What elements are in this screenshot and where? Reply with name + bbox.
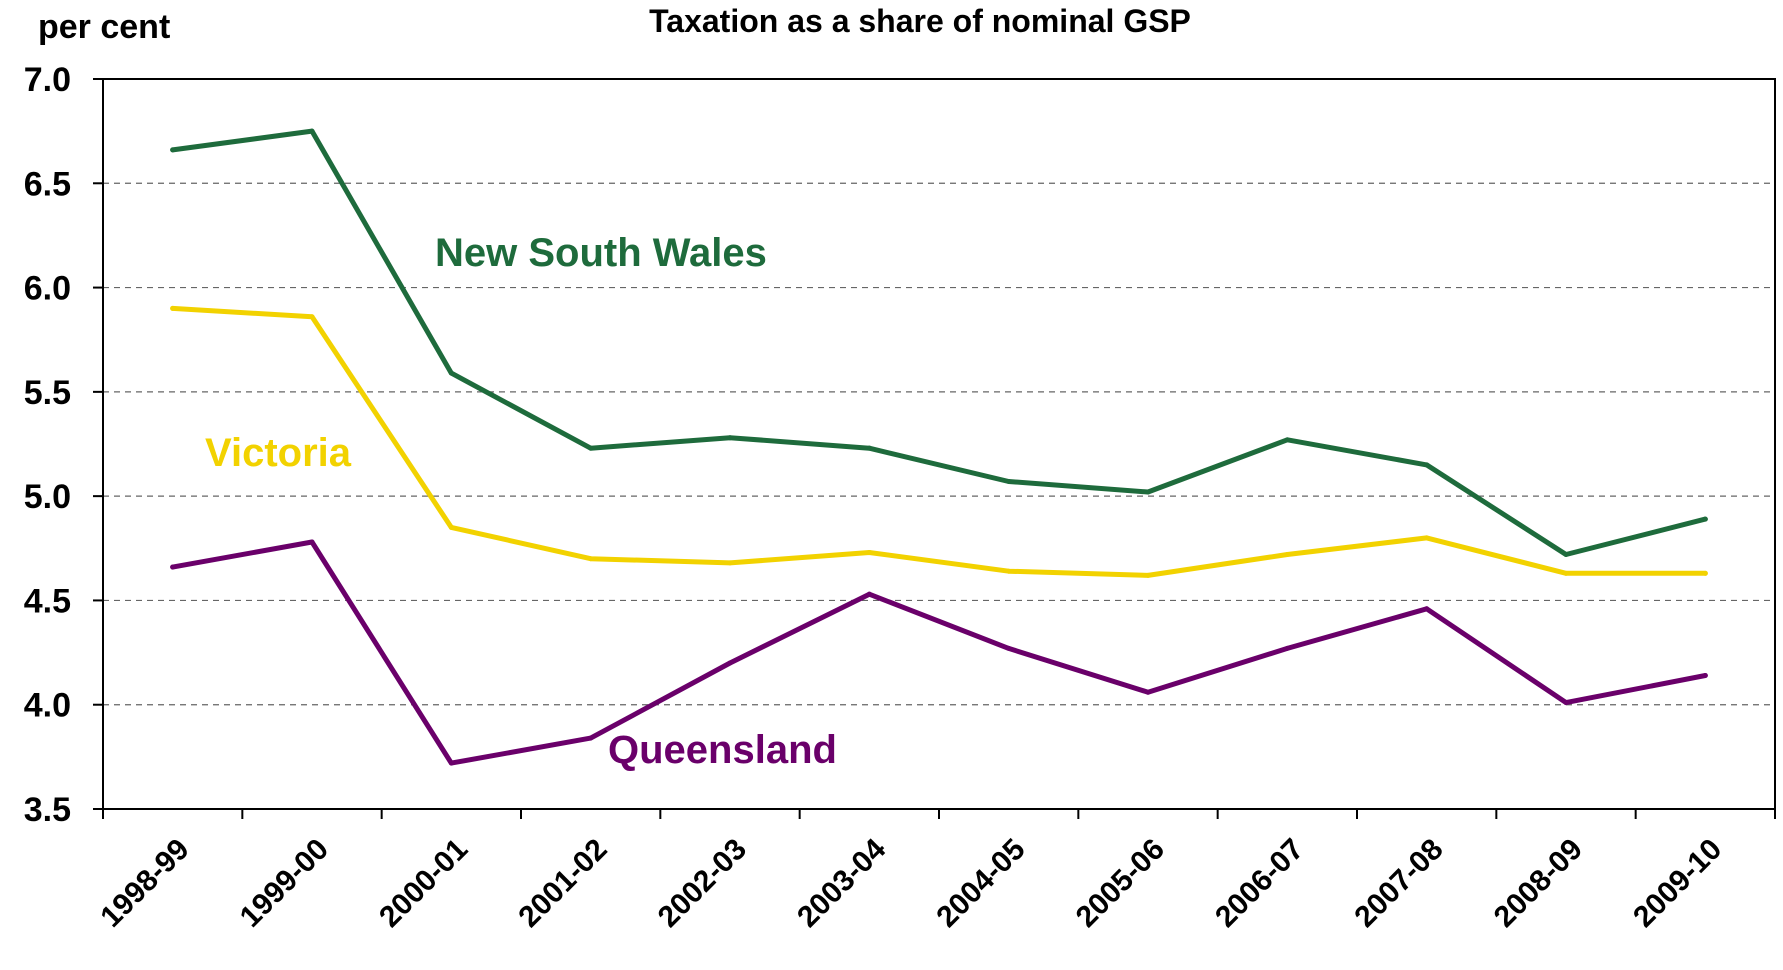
data-point bbox=[866, 445, 872, 451]
data-point bbox=[309, 314, 315, 320]
x-tick-label: 2006-07 bbox=[1209, 833, 1310, 934]
x-tick-label: 2003-04 bbox=[791, 832, 892, 933]
data-point bbox=[1702, 516, 1708, 522]
axes: 3.5 4.0 4.5 5.0 5.5 6.0 6.5 7.0 1998-99 1999-00 20… bbox=[24, 61, 1776, 934]
x-tick-label: 2007-08 bbox=[1348, 833, 1449, 934]
x-tick-label: 2009-10 bbox=[1627, 833, 1728, 934]
x-tick-label: 2008-09 bbox=[1488, 833, 1589, 934]
data-point bbox=[588, 445, 594, 451]
series-line-new-south-wales bbox=[170, 128, 1708, 557]
data-point bbox=[588, 735, 594, 741]
series-line-victoria bbox=[170, 305, 1708, 578]
data-point bbox=[1006, 479, 1012, 485]
x-tick-label: 1998-99 bbox=[94, 833, 195, 934]
data-point bbox=[1563, 570, 1569, 576]
data-point bbox=[448, 760, 454, 766]
y-tick-label: 5.0 bbox=[24, 478, 71, 516]
x-tick-label: 2002-03 bbox=[652, 833, 753, 934]
x-tick-label: 2000-01 bbox=[373, 833, 474, 934]
x-tick-label: 2001-02 bbox=[512, 833, 613, 934]
y-tick-label: 7.0 bbox=[24, 61, 71, 99]
plot-frame bbox=[102, 78, 1776, 810]
data-point bbox=[727, 435, 733, 441]
chart-title: Taxation as a share of nominal GSP bbox=[649, 3, 1191, 39]
series-labels: New South Wales Victoria Queensland bbox=[205, 231, 837, 772]
data-point bbox=[448, 370, 454, 376]
y-tick-label: 5.5 bbox=[24, 374, 71, 412]
data-point bbox=[727, 660, 733, 666]
data-point bbox=[1702, 570, 1708, 576]
data-point bbox=[448, 524, 454, 530]
data-point bbox=[1145, 489, 1151, 495]
x-tick-label: 2005-06 bbox=[1070, 833, 1171, 934]
x-tick-label: 1999-00 bbox=[234, 833, 335, 934]
gridlines bbox=[103, 182, 1775, 706]
data-point bbox=[170, 564, 176, 570]
y-tick-label: 3.5 bbox=[24, 791, 71, 829]
data-point bbox=[1424, 462, 1430, 468]
y-tick-label: 4.0 bbox=[24, 687, 71, 725]
data-point bbox=[1284, 437, 1290, 443]
data-point bbox=[309, 128, 315, 134]
data-point bbox=[1424, 606, 1430, 612]
data-point bbox=[1145, 689, 1151, 695]
series-label-queensland: Queensland bbox=[608, 728, 837, 772]
y-tick-label: 6.0 bbox=[24, 270, 71, 308]
data-point bbox=[170, 305, 176, 311]
y-tick-label: 6.5 bbox=[24, 165, 71, 203]
series-label-victoria: Victoria bbox=[205, 431, 352, 475]
data-point bbox=[588, 556, 594, 562]
series-line-queensland bbox=[170, 539, 1708, 766]
series-lines bbox=[170, 128, 1708, 766]
data-point bbox=[727, 560, 733, 566]
data-point bbox=[1563, 552, 1569, 558]
data-point bbox=[1563, 700, 1569, 706]
y-axis-label: per cent bbox=[38, 8, 170, 46]
data-point bbox=[1284, 645, 1290, 651]
data-point bbox=[1145, 572, 1151, 578]
y-tick-label: 4.5 bbox=[24, 582, 71, 620]
data-point bbox=[309, 539, 315, 545]
data-point bbox=[1284, 552, 1290, 558]
data-point bbox=[1702, 673, 1708, 679]
data-point bbox=[866, 591, 872, 597]
data-point bbox=[170, 147, 176, 153]
data-point bbox=[1006, 568, 1012, 574]
data-point bbox=[1006, 645, 1012, 651]
data-point bbox=[1424, 535, 1430, 541]
x-tick-label: 2004-05 bbox=[930, 833, 1031, 934]
data-point bbox=[866, 549, 872, 555]
series-label-new-south-wales: New South Wales bbox=[435, 231, 767, 275]
